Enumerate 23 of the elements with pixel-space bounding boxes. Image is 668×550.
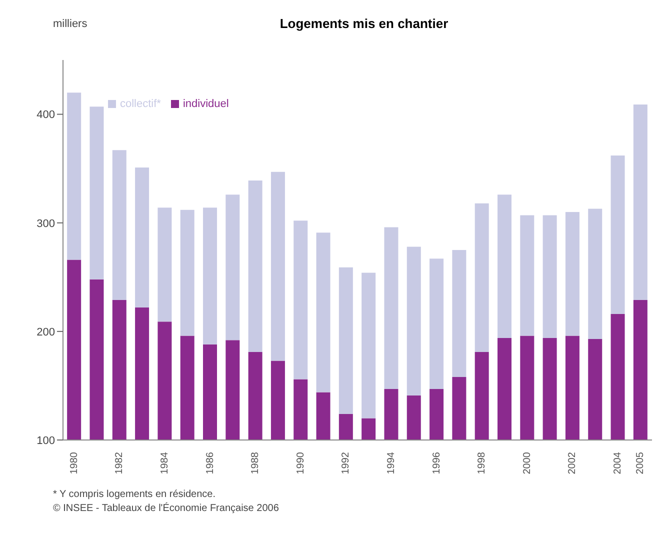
x-tick-label: 1992: [340, 452, 352, 474]
y-tick-label: 100: [36, 434, 55, 447]
x-tick-label: 1996: [431, 452, 442, 474]
x-tick-label: 1982: [114, 452, 126, 474]
chart-title: Logements mis en chantier: [280, 16, 448, 31]
x-tick-label: 2000: [522, 452, 533, 474]
x-tick-label: 1988: [250, 452, 262, 474]
text: * Y compris logements en résidence.: [53, 488, 216, 502]
x-tick-label: 2005: [635, 452, 646, 474]
text: © INSEE - Tableaux de l'Économie Française 2006: [53, 502, 280, 516]
x-tick-label: 1990: [295, 452, 306, 474]
y-tick-label: 300: [36, 218, 55, 230]
x-tick-label: 2002: [567, 452, 578, 474]
x-tick-label: 2004: [612, 452, 624, 474]
x-tick-label: 1998: [476, 452, 488, 474]
y-tick-label: 400: [36, 109, 55, 122]
x-tick-label: 1986: [204, 452, 216, 474]
x-tick-label: 1980: [68, 452, 80, 474]
y-tick-label: 200: [36, 326, 55, 338]
legend-label: individuel: [182, 98, 229, 110]
y-axis-title: milliers: [53, 18, 88, 30]
x-tick-label: 1984: [159, 452, 170, 474]
x-tick-label: 1994: [386, 452, 397, 474]
